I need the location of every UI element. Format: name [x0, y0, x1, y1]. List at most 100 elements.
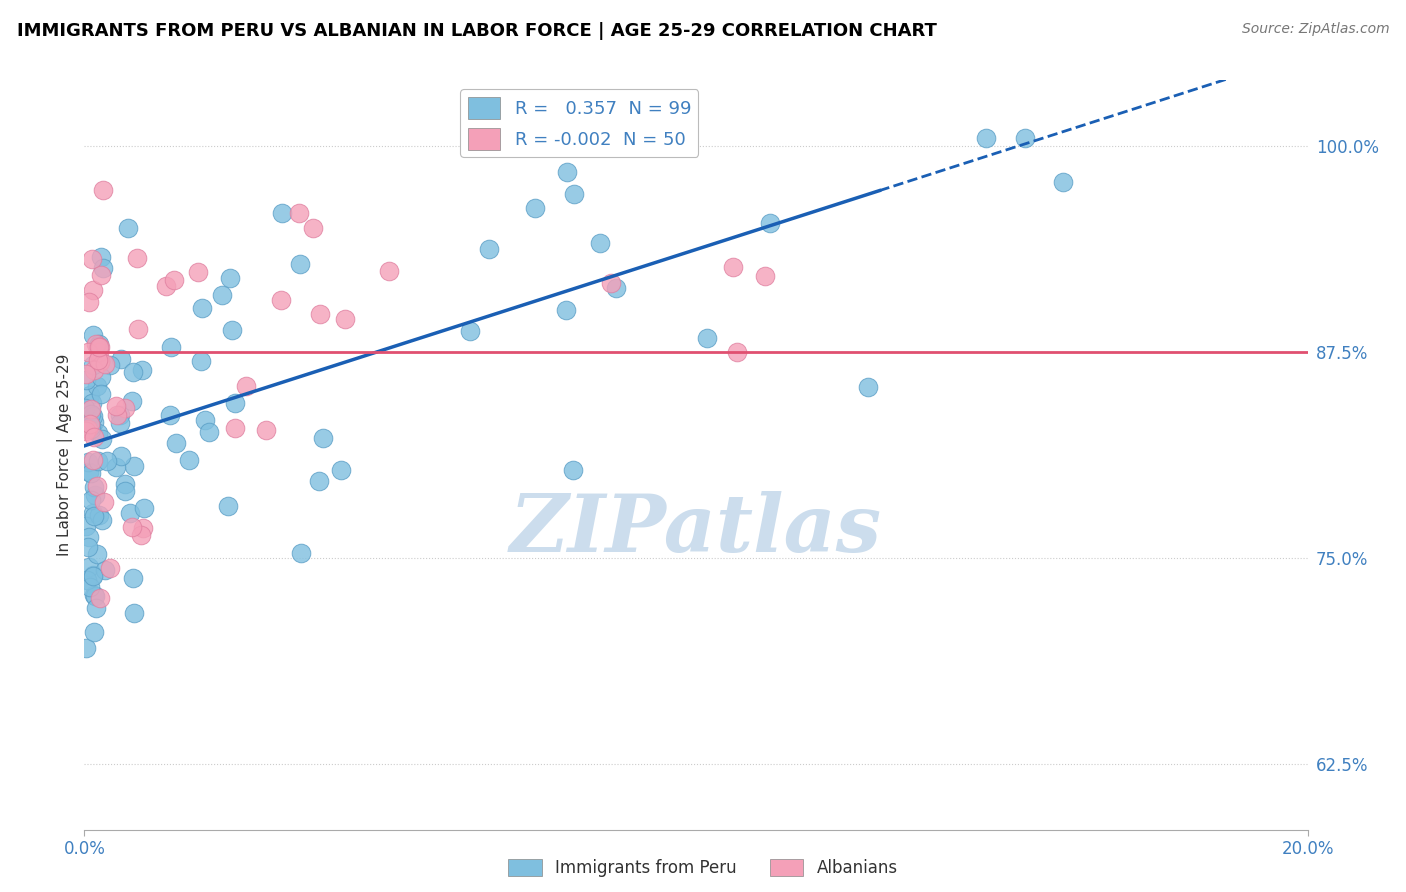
Point	[77, 455, 100, 469]
Point	[83, 509, 105, 524]
Point	[159, 408, 181, 422]
Point	[80, 493, 103, 508]
Point	[75, 518, 97, 533]
Point	[129, 528, 152, 542]
Point	[93, 494, 115, 508]
Point	[76, 574, 98, 588]
Point	[75, 373, 97, 387]
Point	[110, 352, 132, 367]
Point	[562, 187, 585, 202]
Point	[79, 388, 101, 402]
Point	[197, 425, 219, 439]
Point	[87, 508, 110, 523]
Point	[90, 370, 112, 384]
Point	[555, 165, 578, 179]
Point	[75, 641, 97, 656]
Point	[91, 183, 114, 197]
Point	[110, 409, 132, 423]
Point	[82, 395, 104, 409]
Point	[125, 252, 148, 266]
Point	[333, 312, 356, 326]
Point	[290, 546, 312, 560]
Point	[605, 280, 627, 294]
Point	[122, 458, 145, 473]
Text: Source: ZipAtlas.com: Source: ZipAtlas.com	[1241, 22, 1389, 37]
Text: ZIPatlas: ZIPatlas	[510, 491, 882, 568]
Point	[79, 417, 101, 431]
Point	[80, 467, 103, 481]
Point	[90, 386, 112, 401]
Point	[105, 408, 128, 422]
Point	[82, 569, 104, 583]
Point	[89, 355, 111, 369]
Point	[100, 358, 122, 372]
Point	[98, 560, 121, 574]
Point	[79, 560, 101, 574]
Point	[308, 475, 330, 489]
Point	[159, 340, 181, 354]
Point	[79, 580, 101, 594]
Point	[90, 513, 112, 527]
Text: IMMIGRANTS FROM PERU VS ALBANIAN IN LABOR FORCE | AGE 25-29 CORRELATION CHART: IMMIGRANTS FROM PERU VS ALBANIAN IN LABO…	[17, 22, 936, 40]
Point	[96, 454, 118, 468]
Point	[974, 131, 997, 145]
Point	[121, 520, 143, 534]
Point	[458, 324, 481, 338]
Point	[87, 337, 110, 351]
Point	[89, 354, 111, 368]
Point	[83, 589, 105, 603]
Point	[121, 393, 143, 408]
Point	[122, 571, 145, 585]
Point	[110, 416, 132, 430]
Point	[82, 358, 104, 372]
Point	[90, 268, 112, 283]
Point	[90, 250, 112, 264]
Point	[82, 568, 104, 582]
Point	[104, 460, 127, 475]
Point	[86, 353, 108, 368]
Point	[177, 452, 200, 467]
Point	[75, 425, 97, 439]
Point	[127, 322, 149, 336]
Point	[555, 303, 578, 318]
Point	[86, 479, 108, 493]
Point	[89, 340, 111, 354]
Point	[309, 307, 332, 321]
Point	[288, 257, 311, 271]
Point	[114, 477, 136, 491]
Point	[254, 423, 277, 437]
Point	[84, 488, 107, 502]
Point	[83, 415, 105, 429]
Point	[86, 547, 108, 561]
Point	[84, 337, 107, 351]
Point	[87, 344, 110, 359]
Point	[124, 606, 146, 620]
Point	[89, 354, 111, 368]
Point	[191, 301, 214, 315]
Y-axis label: In Labor Force | Age 25-29: In Labor Force | Age 25-29	[58, 354, 73, 556]
Point	[73, 401, 96, 415]
Point	[163, 273, 186, 287]
Point	[80, 252, 103, 266]
Point	[270, 293, 292, 307]
Point	[1014, 131, 1036, 145]
Point	[82, 284, 104, 298]
Point	[155, 278, 177, 293]
Point	[589, 236, 612, 251]
Point	[80, 407, 103, 421]
Point	[524, 202, 547, 216]
Point	[89, 591, 111, 606]
Point	[80, 402, 103, 417]
Point	[217, 499, 239, 513]
Point	[83, 479, 105, 493]
Point	[221, 322, 243, 336]
Point	[83, 588, 105, 602]
Point	[114, 401, 136, 415]
Point	[83, 362, 105, 376]
Point	[121, 365, 143, 379]
Point	[561, 463, 583, 477]
Point	[754, 268, 776, 283]
Point	[478, 242, 501, 256]
Point	[77, 345, 100, 359]
Point	[219, 271, 242, 285]
